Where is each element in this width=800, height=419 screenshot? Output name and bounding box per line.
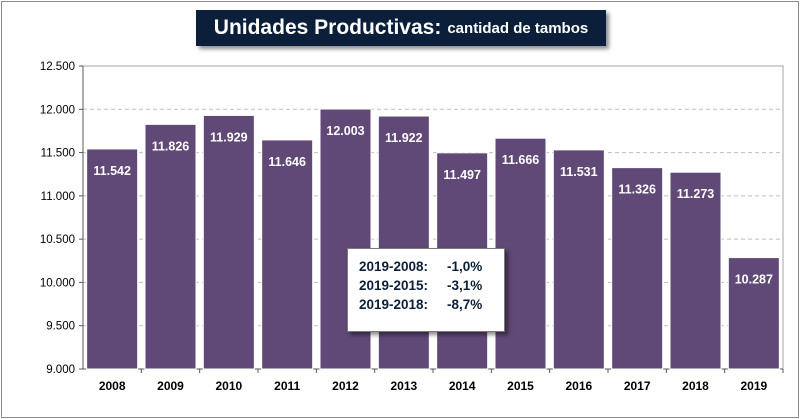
bar-value-label: 12.003 (326, 124, 364, 138)
bar-value-label: 11.531 (560, 165, 598, 179)
x-tick-label: 2016 (565, 379, 592, 393)
variation-summary-box: 2019-2008: -1,0% 2019-2015: -3,1% 2019-201… (347, 248, 505, 332)
y-tick-label: 11.500 (41, 148, 75, 160)
bar-value-label: 11.929 (210, 130, 248, 144)
chart-title-main: Unidades Productivas: (213, 16, 442, 39)
bar-value-label: 11.273 (677, 187, 715, 201)
x-tick-label: 2018 (682, 379, 709, 393)
bar-value-label: 11.326 (618, 183, 656, 197)
bar-value-label: 10.287 (735, 273, 773, 287)
variation-row-2008: 2019-2008: -1,0% (359, 257, 504, 276)
bar-value-label: 11.497 (443, 168, 481, 182)
bar-value-label: 11.646 (268, 155, 306, 169)
bar-value-label: 11.542 (93, 164, 131, 178)
bar-value-label: 11.666 (502, 153, 540, 167)
variation-label: 2019-2008: (359, 259, 429, 274)
chart-title: Unidades Productivas: cantidad de tambos (196, 10, 606, 46)
bar-value-label: 11.922 (385, 131, 423, 145)
bar (261, 139, 314, 370)
x-tick-label: 2014 (449, 379, 476, 393)
bar (611, 167, 664, 370)
x-tick-label: 2013 (390, 379, 417, 393)
y-tick-label: 12.000 (40, 104, 75, 116)
x-tick-label: 2012 (332, 379, 359, 393)
x-tick-label: 2019 (740, 379, 767, 393)
y-tick-label: 10.000 (40, 277, 75, 289)
x-tick-label: 2017 (624, 379, 651, 393)
x-tick-label: 2010 (215, 379, 242, 393)
bar (202, 114, 255, 370)
chart-title-sub: cantidad de tambos (447, 19, 589, 37)
x-tick-label: 2009 (157, 379, 184, 393)
variation-value: -1,0% (447, 259, 483, 274)
bar (86, 148, 139, 370)
x-tick-label: 2011 (274, 379, 300, 393)
bar-value-label: 11.826 (152, 139, 190, 153)
y-tick-label: 12.500 (40, 61, 75, 73)
variation-label: 2019-2015: (359, 278, 429, 293)
x-tick-label: 2008 (99, 379, 126, 393)
variation-value: -8,7% (447, 297, 483, 312)
y-tick-label: 9.500 (46, 321, 75, 333)
variation-label: 2019-2018: (359, 297, 429, 312)
bar (552, 149, 605, 370)
bar (727, 257, 780, 370)
y-tick-label: 9.000 (46, 364, 75, 376)
y-tick-label: 11.000 (41, 191, 75, 203)
bar (144, 123, 197, 370)
variation-row-2015: 2019-2015: -3,1% (359, 276, 504, 295)
variation-value: -3,1% (447, 278, 483, 293)
x-tick-label: 2015 (507, 379, 534, 393)
variation-row-2018: 2019-2018: -8,7% (359, 295, 504, 314)
y-tick-label: 10.500 (40, 234, 75, 246)
bar (669, 171, 722, 370)
